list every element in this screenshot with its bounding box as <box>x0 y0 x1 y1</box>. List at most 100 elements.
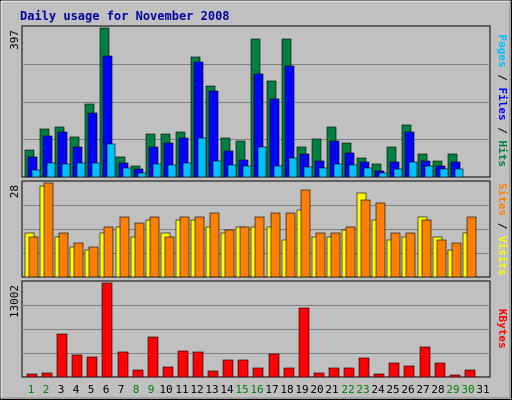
x-tick-label-day-23: 23 <box>356 383 369 396</box>
panel-kbytes: 13002 KBytes <box>8 280 509 378</box>
series-label-hits_files_pages: Pages / Files / Hits <box>496 35 509 168</box>
bar-pages-day-1 <box>31 169 41 178</box>
chart-panels: 397 Pages / Files / Hits 28 Sites / Visits 1… <box>8 25 509 378</box>
x-tick-label-day-18: 18 <box>280 383 293 396</box>
bar-pages-day-24 <box>378 172 388 178</box>
x-tick-label-day-27: 27 <box>416 383 429 396</box>
bar-sites-day-5 <box>88 246 99 278</box>
bar-sites-day-4 <box>73 242 84 278</box>
bar-pages-day-4 <box>76 162 86 178</box>
bar-sites-day-24 <box>375 202 386 278</box>
bar-sites-day-29 <box>451 242 462 278</box>
bar-kbytes-day-18 <box>283 367 295 378</box>
y-max-label-visits_sites: 28 <box>8 185 21 198</box>
bar-sites-day-9 <box>149 216 160 278</box>
bar-kbytes-day-13 <box>207 370 219 378</box>
x-tick-label-day-25: 25 <box>386 383 399 396</box>
bar-sites-day-12 <box>194 216 205 278</box>
bar-kbytes-day-6 <box>101 282 113 378</box>
bar-sites-day-20 <box>315 232 326 278</box>
chart-title: Daily usage for November 2008 <box>20 9 230 23</box>
bar-kbytes-day-11 <box>177 350 189 378</box>
bar-sites-day-2 <box>43 182 54 278</box>
bar-kbytes-day-8 <box>132 369 144 378</box>
series-label-part: / <box>496 68 509 88</box>
bar-kbytes-day-10 <box>162 366 174 378</box>
x-tick-label-day-31: 31 <box>476 383 489 396</box>
bar-sites-day-23 <box>360 199 371 278</box>
bar-kbytes-day-17 <box>268 353 280 378</box>
bar-pages-day-9 <box>152 163 162 178</box>
series-label-part: Hits <box>496 141 509 168</box>
bar-kbytes-day-2 <box>41 372 53 378</box>
bar-files-day-17 <box>269 98 280 178</box>
bar-kbytes-day-9 <box>147 336 159 378</box>
bar-sites-day-8 <box>134 222 145 278</box>
bar-kbytes-day-1 <box>26 373 38 378</box>
x-tick-label-day-5: 5 <box>88 383 95 396</box>
x-tick-label-day-11: 11 <box>175 383 188 396</box>
bar-kbytes-day-26 <box>403 365 415 378</box>
series-label-part: Pages <box>496 35 509 68</box>
bar-kbytes-day-22 <box>343 367 355 378</box>
x-tick-label-day-22: 22 <box>341 383 354 396</box>
bar-kbytes-day-3 <box>56 333 68 378</box>
series-kbytes <box>26 282 476 378</box>
bar-sites-day-30 <box>466 216 477 278</box>
bar-pages-day-26 <box>408 161 418 178</box>
y-max-label-kbytes: 13002 <box>8 285 21 318</box>
bar-pages-day-11 <box>182 162 192 178</box>
bar-pages-day-17 <box>273 165 283 178</box>
panel-visits_sites: 28 Sites / Visits <box>8 180 509 278</box>
bar-kbytes-day-23 <box>358 357 370 378</box>
bar-sites-day-7 <box>119 216 130 278</box>
bar-pages-day-27 <box>424 165 434 178</box>
bar-sites-day-1 <box>28 236 39 278</box>
x-tick-label-day-17: 17 <box>265 383 278 396</box>
series-pages <box>31 137 464 178</box>
bar-kbytes-day-12 <box>192 351 204 378</box>
bar-kbytes-day-4 <box>71 354 83 378</box>
bar-kbytes-day-14 <box>222 359 234 378</box>
x-axis-labels: 1 2 3 4 5 6 7 8 9 10 11 12 13 14 15 16 17 18 19 20 21 22 23 24 2… <box>28 383 490 396</box>
bar-pages-day-6 <box>106 143 116 178</box>
x-tick-label-day-9: 9 <box>148 383 155 396</box>
x-tick-label-day-30: 30 <box>461 383 474 396</box>
bar-pages-day-7 <box>122 167 132 178</box>
bar-sites-day-25 <box>390 232 401 278</box>
bar-kbytes-day-7 <box>117 351 129 378</box>
series-label-part: / <box>496 216 509 236</box>
bar-pages-day-22 <box>348 164 358 178</box>
x-tick-label-day-19: 19 <box>295 383 308 396</box>
bar-kbytes-day-20 <box>313 372 325 378</box>
bar-pages-day-28 <box>439 168 449 178</box>
bar-pages-day-18 <box>288 157 298 178</box>
bar-kbytes-day-24 <box>373 373 385 378</box>
x-tick-label-day-29: 29 <box>446 383 459 396</box>
bar-pages-day-12 <box>197 137 207 178</box>
series-label-part: Files <box>496 88 509 121</box>
series-sites <box>28 182 477 278</box>
bar-sites-day-17 <box>270 212 281 278</box>
x-tick-label-day-4: 4 <box>73 383 80 396</box>
bar-pages-day-5 <box>91 162 101 178</box>
bar-kbytes-day-27 <box>419 346 431 378</box>
bar-pages-day-3 <box>61 163 71 178</box>
series-label-part: Visits <box>496 236 509 276</box>
bar-sites-day-11 <box>179 216 190 278</box>
bar-pages-day-10 <box>167 164 177 178</box>
bar-sites-day-6 <box>103 226 114 278</box>
bar-kbytes-day-29 <box>449 374 461 378</box>
bar-kbytes-day-15 <box>237 359 249 378</box>
bar-pages-day-16 <box>257 146 267 178</box>
x-tick-label-day-3: 3 <box>58 383 65 396</box>
series-label-visits_sites: Sites / Visits <box>496 183 509 276</box>
bar-sites-day-21 <box>330 232 341 278</box>
bar-pages-day-21 <box>333 163 343 178</box>
x-tick-label-day-8: 8 <box>133 383 140 396</box>
x-tick-label-day-20: 20 <box>310 383 323 396</box>
bar-sites-day-10 <box>164 236 175 278</box>
series-label-part: Sites <box>496 183 509 216</box>
x-tick-label-day-28: 28 <box>431 383 444 396</box>
series-label-part: KBytes <box>496 309 509 349</box>
